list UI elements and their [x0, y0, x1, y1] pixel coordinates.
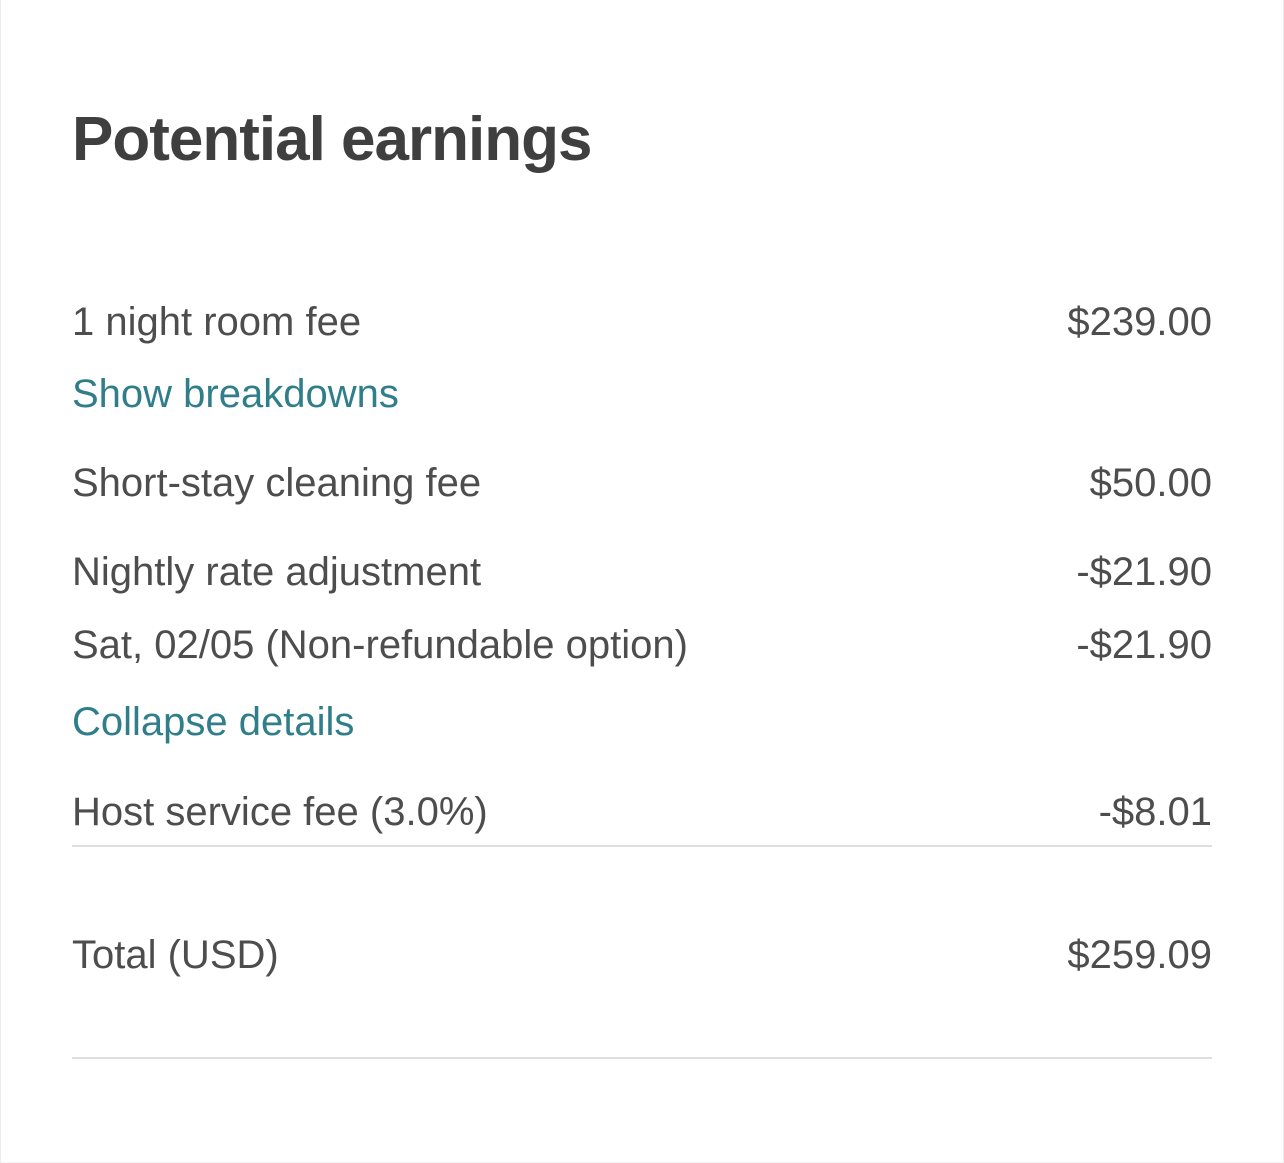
- divider: [72, 845, 1212, 847]
- show-breakdowns-row: Show breakdowns: [72, 370, 1212, 418]
- total-row: Total (USD) $259.09: [72, 931, 1212, 979]
- line-item-amount: $50.00: [1089, 461, 1212, 505]
- page-title: Potential earnings: [72, 105, 592, 174]
- collapse-details-link[interactable]: Collapse details: [72, 700, 355, 744]
- line-item-amount: -$21.90: [1076, 550, 1212, 594]
- total-amount: $259.09: [1067, 933, 1212, 977]
- line-item-amount: $239.00: [1067, 300, 1212, 344]
- line-item-label: Host service fee (3.0%): [72, 790, 488, 834]
- line-item-rate-adjustment-detail: Sat, 02/05 (Non-refundable option) -$21.…: [72, 621, 1212, 669]
- line-item-room-fee: 1 night room fee $239.00: [72, 298, 1212, 346]
- line-item-host-service-fee: Host service fee (3.0%) -$8.01: [72, 788, 1212, 836]
- total-label: Total (USD): [72, 933, 279, 977]
- line-item-amount: -$8.01: [1098, 790, 1212, 834]
- line-item-cleaning-fee: Short-stay cleaning fee $50.00: [72, 459, 1212, 507]
- show-breakdowns-link[interactable]: Show breakdowns: [72, 372, 399, 416]
- line-item-amount: -$21.90: [1076, 623, 1212, 667]
- divider: [72, 1057, 1212, 1059]
- line-item-label: 1 night room fee: [72, 300, 362, 344]
- line-item-label: Nightly rate adjustment: [72, 550, 482, 594]
- line-item-rate-adjustment: Nightly rate adjustment -$21.90: [72, 548, 1212, 596]
- line-item-label: Short-stay cleaning fee: [72, 461, 482, 505]
- line-item-label: Sat, 02/05 (Non-refundable option): [72, 623, 688, 667]
- collapse-details-row: Collapse details: [72, 698, 1212, 746]
